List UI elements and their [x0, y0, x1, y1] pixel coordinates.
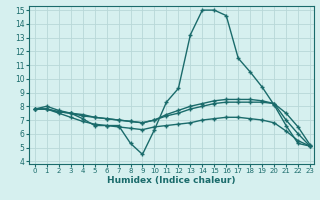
X-axis label: Humidex (Indice chaleur): Humidex (Indice chaleur) [107, 176, 236, 185]
